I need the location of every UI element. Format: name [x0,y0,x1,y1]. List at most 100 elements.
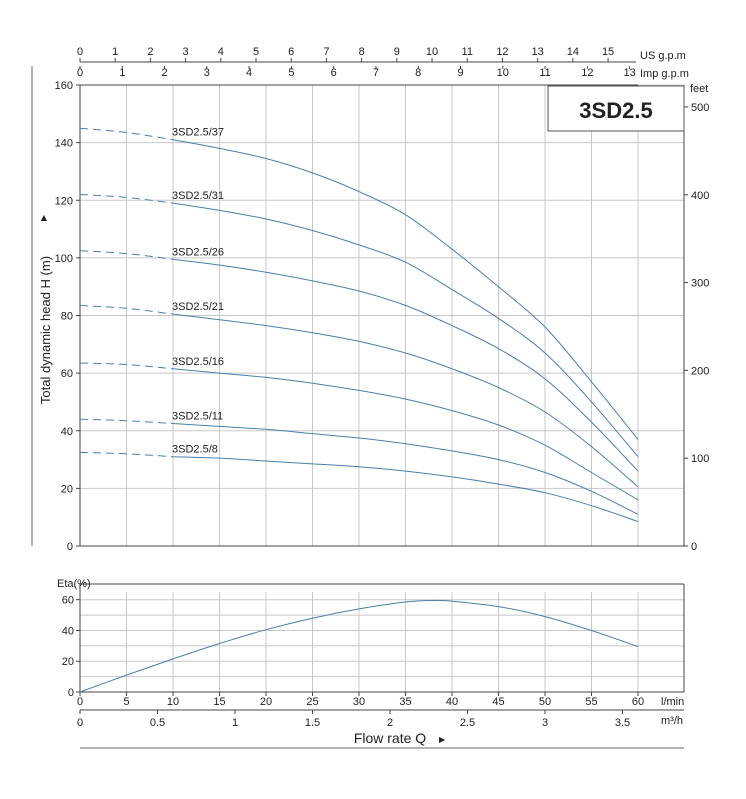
eta-tick-label: 40 [62,625,74,637]
head-curve-dashed [79,362,174,370]
impgpm-tick-label: 9 [457,67,463,79]
impgpm-tick-label: 12 [581,67,593,79]
m3h-tick-label: 2 [387,717,393,729]
m3h-unit-label: m³/h [661,715,683,727]
y-tick-label: 40 [61,426,73,438]
lpm-tick-label: 40 [446,696,458,708]
frame-layer [31,58,688,749]
y2-tick-label: 100 [691,453,709,465]
series-label: 3SD2.5/16 [172,356,224,368]
lpm-tick-label: 5 [123,696,129,708]
y-tick-label: 140 [55,138,73,150]
x-axis-label-arrow: ▶ [439,735,446,744]
lpm-tick-label: 10 [167,696,179,708]
title-box: 3SD2.5 [547,85,685,132]
impgpm-tick-label: 5 [288,67,294,79]
impgpm-tick-label: 7 [373,67,379,79]
eta-tick-label: 20 [62,656,74,668]
eta-axis-label: Eta(%) [57,578,91,590]
head-curve [172,368,639,501]
eta-curve [79,599,639,693]
series-label: 3SD2.5/37 [172,127,224,139]
eta-tick-label: 0 [68,687,74,699]
y-tick-label: 100 [55,253,73,265]
impgpm-tick-label: 6 [331,67,337,79]
usgpm-tick-label: 3 [183,46,189,58]
usgpm-unit-label: US g.p.m [640,50,686,62]
series-label: 3SD2.5/11 [172,411,223,423]
series-label: 3SD2.5/8 [172,444,218,456]
m3h-tick-label: 2.5 [460,717,475,729]
head-curve [172,139,639,440]
y-tick-label: 20 [61,483,73,495]
impgpm-tick-label: 13 [623,67,635,79]
lpm-tick-label: 15 [213,696,225,708]
usgpm-tick-label: 4 [218,46,224,58]
impgpm-tick-label: 11 [539,67,550,79]
y2-tick-label: 300 [691,278,709,290]
usgpm-tick-label: 6 [288,46,294,58]
lpm-unit-label: l/min [661,696,684,708]
m3h-tick-label: 0 [77,717,83,729]
lpm-tick-label: 25 [306,696,318,708]
y-tick-label: 120 [55,195,73,207]
lpm-tick-label: 20 [260,696,272,708]
head-curve-dashed [79,194,174,204]
series-label: 3SD2.5/26 [172,246,224,258]
lpm-tick-label: 35 [399,696,411,708]
y-tick-label: 80 [61,311,73,323]
lpm-tick-label: 45 [492,696,504,708]
usgpm-tick-label: 1 [112,46,118,58]
m3h-tick-label: 1 [232,717,238,729]
head-curve-dashed [79,250,174,260]
head-curve-dashed [79,418,174,424]
series-label: 3SD2.5/21 [172,301,224,313]
y2-tick-label: 0 [691,541,697,553]
usgpm-tick-label: 13 [532,46,544,58]
head-curve [172,313,639,488]
head-curve-dashed [79,127,174,141]
y2-tick-label: 500 [691,102,709,114]
y2-axis-label: feet [690,83,708,95]
usgpm-tick-label: 15 [602,46,614,58]
lpm-tick-label: 0 [77,696,83,708]
usgpm-tick-label: 5 [253,46,259,58]
head-curve-dashed [79,304,174,315]
y-tick-label: 160 [55,80,73,92]
impgpm-tick-label: 2 [161,67,167,79]
usgpm-tick-label: 9 [394,46,400,58]
impgpm-tick-label: 8 [415,67,421,79]
y-tick-label: 0 [67,541,73,553]
usgpm-tick-label: 0 [77,46,83,58]
x-axis-label: Flow rate Q [354,730,426,746]
chart-title: 3SD2.5 [579,98,652,123]
y2-tick-label: 400 [691,190,709,202]
usgpm-tick-label: 8 [359,46,365,58]
head-curve [172,423,639,515]
impgpm-tick-label: 1 [119,67,125,79]
usgpm-tick-label: 11 [462,46,473,58]
lpm-tick-label: 60 [632,696,644,708]
lpm-tick-label: 55 [585,696,597,708]
head-curve [172,202,639,458]
m3h-tick-label: 0.5 [150,717,165,729]
usgpm-tick-label: 12 [496,46,508,58]
impgpm-tick-label: 3 [204,67,210,79]
head-curve [172,258,639,472]
m3h-tick-label: 1.5 [305,717,320,729]
lpm-tick-label: 30 [353,696,365,708]
eta-tick-label: 60 [62,595,74,607]
impgpm-unit-label: Imp g.p.m [640,68,689,80]
m3h-tick-label: 3 [542,717,548,729]
lpm-tick-label: 50 [539,696,551,708]
m3h-tick-label: 3.5 [615,717,630,729]
curves-layer [79,127,639,693]
head-curve-dashed [79,451,174,458]
impgpm-tick-label: 4 [246,67,252,79]
grid-layer [79,84,684,693]
impgpm-tick-label: 0 [77,67,83,79]
y-axis-label: Total dynamic head H (m) [38,256,53,404]
y2-tick-label: 200 [691,365,709,377]
